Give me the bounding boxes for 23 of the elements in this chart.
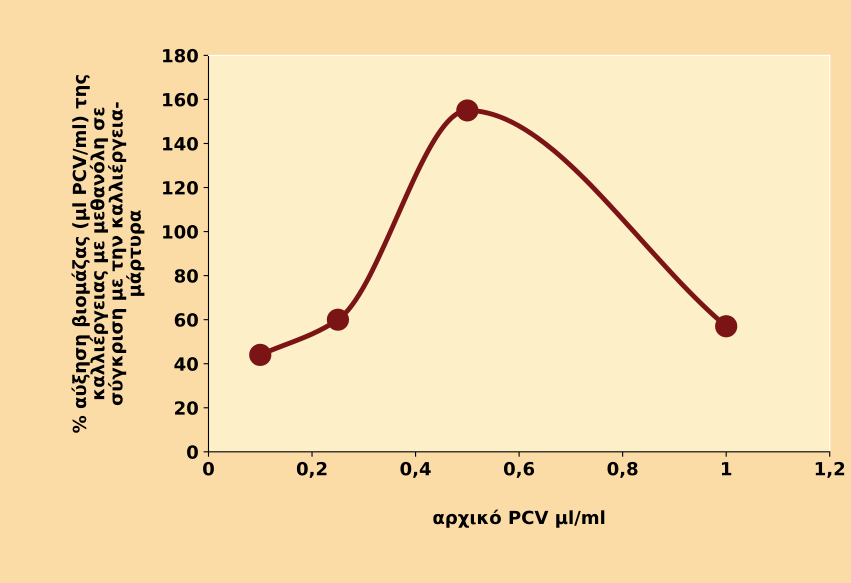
y-axis-title: % αύξηση βιομάζας (μl PCV/ml) της καλλιέργειας με μεθανόλη σε σύγκριση με την καλλιέργεια- μάρτυρα [72,75,144,433]
y-tick-label: 140 [163,136,198,151]
y-tick-label: 100 [163,225,198,239]
y-tick-label: 160 [163,92,198,107]
point [456,99,478,122]
x-axis-title: αρχικό PCV μl/ml [433,510,604,528]
x-tick-label: 0,8 [608,462,638,478]
x-tick-label: 1,2 [816,462,844,478]
x-tick-label: 0,2 [296,462,326,478]
point [249,344,272,366]
y-tick-label: 40 [174,357,198,371]
y-tick-label: 120 [163,180,198,195]
x-tick-label: 0,4 [400,462,431,478]
y-tick-label: 80 [174,269,198,283]
x-tick-label: 1 [722,462,732,476]
y-tick-label: 0 [187,445,198,459]
y-tick-label: 60 [174,313,198,327]
x-tick-label: 0 [203,462,214,476]
y-tick-label: 20 [175,401,198,415]
x-tick-label: 0,6 [504,462,534,478]
point [326,308,350,331]
y-tick-label: 180 [163,48,198,62]
point [715,315,738,338]
